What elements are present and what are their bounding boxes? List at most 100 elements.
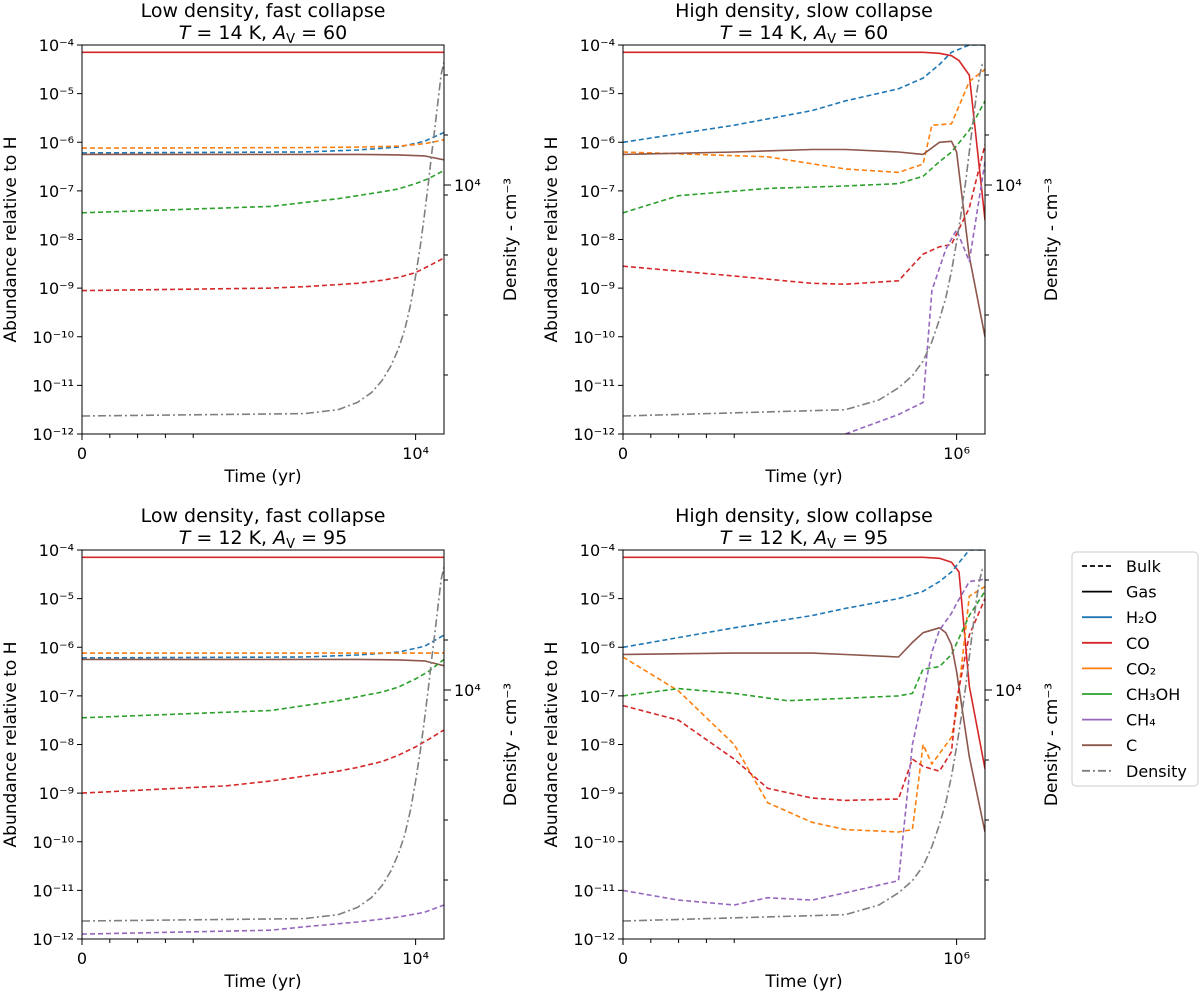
series-ch4-bulk (623, 578, 985, 906)
panel-title-line1: High density, slow collapse (675, 0, 933, 22)
title-av-subscript: V (286, 32, 295, 47)
y-tick-label: 10⁻¹⁰ (32, 833, 74, 852)
y-axis-label: Abundance relative to H (1, 137, 21, 343)
series-density (82, 61, 444, 417)
axes-frame (622, 44, 986, 435)
series-density (623, 63, 985, 417)
y-tick-label: 10⁻¹¹ (573, 376, 615, 395)
title-av-symbol: A (271, 22, 286, 44)
legend-label: CH₄ (1126, 711, 1156, 730)
y2-axis-label: Density - cm⁻³ (501, 178, 521, 301)
series-ch3oh-bulk (82, 658, 444, 719)
y-tick-label: 10⁻⁴ (580, 36, 615, 55)
panel-title-line1: High density, slow collapse (675, 505, 933, 527)
series-density (623, 568, 985, 922)
y2-tick-label: 10⁴ (995, 176, 1022, 195)
series-c-gas (623, 626, 985, 833)
y-tick-label: 10⁻¹¹ (32, 881, 74, 900)
panel-title-line2: T = 14 K, AV = 60 (179, 22, 347, 47)
panel-title-line2: T = 12 K, AV = 95 (179, 527, 347, 552)
y2-axis-label: Density - cm⁻³ (501, 683, 521, 806)
series-ch4-bulk (82, 904, 444, 935)
title-av-value: = 95 (836, 527, 888, 549)
y-tick-label: 10⁻⁴ (39, 541, 74, 560)
y-tick-label: 10⁻⁴ (39, 36, 74, 55)
y-tick-label: 10⁻⁹ (580, 784, 615, 803)
y-tick-label: 10⁻⁷ (580, 182, 615, 201)
title-t-symbol: T (179, 527, 192, 549)
series-group (623, 550, 985, 922)
y-axis-label: Abundance relative to H (542, 642, 562, 848)
y-tick-label: 10⁻¹⁰ (573, 833, 615, 852)
series-h2o-bulk (623, 45, 985, 144)
series-co-bulk (623, 598, 985, 802)
y-tick-label: 10⁻⁶ (580, 638, 615, 657)
title-t-symbol: T (179, 22, 192, 44)
title-av-symbol: A (271, 527, 286, 549)
y-tick-label: 10⁻⁷ (580, 687, 615, 706)
y-tick-label: 10⁻⁸ (580, 231, 615, 250)
title-av-subscript: V (827, 32, 836, 47)
y-tick-label: 10⁻⁵ (580, 85, 615, 104)
y-tick-label: 10⁻¹⁰ (32, 328, 74, 347)
y-tick-label: 10⁻¹¹ (573, 881, 615, 900)
x-tick-label: 10⁴ (402, 949, 429, 968)
y-tick-label: 10⁻⁶ (39, 133, 74, 152)
x-tick-label: 0 (618, 949, 628, 968)
series-h2o-bulk (623, 550, 985, 649)
x-tick-label: 10⁶ (943, 444, 970, 463)
series-group (82, 51, 444, 417)
y2-axis-label: Density - cm⁻³ (1042, 178, 1062, 301)
y2-axis-label: Density - cm⁻³ (1042, 683, 1062, 806)
series-co2-bulk (623, 585, 985, 833)
panel-title-line1: Low density, fast collapse (141, 0, 386, 22)
title-t-value: = 12 K, (731, 527, 814, 549)
y-tick-label: 10⁻⁹ (39, 784, 74, 803)
legend-label: CO (1126, 634, 1150, 653)
panel-4: 10⁻¹² 10⁻¹¹ 10⁻¹⁰ 10⁻⁹ 10⁻⁸ 10⁻⁷ 10⁻⁶ 10⁻⁵ 10⁻⁴ 0… (542, 505, 1062, 992)
series-ch4-bulk (845, 161, 985, 434)
legend-label: CO₂ (1126, 659, 1156, 678)
y-tick-label: 10⁻⁴ (580, 541, 615, 560)
x-axis-label: Time (yr) (764, 972, 842, 992)
y-tick-label: 10⁻⁵ (39, 590, 74, 609)
series-co-gas (623, 556, 985, 769)
x-tick-label: 10⁴ (402, 444, 429, 463)
series-h2o-bulk (82, 131, 444, 154)
series-co2-bulk (82, 139, 444, 149)
y-tick-label: 10⁻⁸ (580, 736, 615, 755)
series-density (82, 566, 444, 922)
y-tick-label: 10⁻⁸ (39, 736, 74, 755)
axes-frame (81, 44, 445, 435)
x-axis-label: Time (yr) (764, 467, 842, 487)
y-tick-label: 10⁻¹² (573, 425, 615, 444)
series-co2-bulk (623, 68, 985, 174)
legend-label: H₂O (1126, 608, 1157, 627)
title-av-value: = 95 (295, 527, 347, 549)
y-tick-label: 10⁻¹² (32, 930, 74, 949)
series-group (82, 556, 444, 935)
panel-title-line1: Low density, fast collapse (141, 505, 386, 527)
y-tick-label: 10⁻¹⁰ (573, 328, 615, 347)
panel-1: 10⁻¹² 10⁻¹¹ 10⁻¹⁰ 10⁻⁹ 10⁻⁸ 10⁻⁷ 10⁻⁶ 10⁻⁵ 10⁻⁴ 0… (1, 0, 521, 487)
title-t-value: = 12 K, (190, 527, 273, 549)
legend-label: CH₃OH (1126, 685, 1180, 704)
series-c-gas (82, 153, 444, 161)
y-tick-label: 10⁻¹² (573, 930, 615, 949)
title-t-value: = 14 K, (190, 22, 273, 44)
title-av-value: = 60 (295, 22, 347, 44)
series-ch3oh-bulk (623, 590, 985, 702)
y-tick-label: 10⁻⁸ (39, 231, 74, 250)
y-tick-label: 10⁻⁹ (580, 279, 615, 298)
x-tick-label: 0 (77, 444, 87, 463)
y-tick-label: 10⁻¹¹ (32, 376, 74, 395)
y-tick-label: 10⁻¹² (32, 425, 74, 444)
series-ch3oh-bulk (623, 100, 985, 214)
axes-frame (622, 549, 986, 940)
y-tick-label: 10⁻⁷ (39, 687, 74, 706)
x-tick-label: 0 (77, 949, 87, 968)
y-tick-label: 10⁻⁵ (580, 590, 615, 609)
y-tick-label: 10⁻⁹ (39, 279, 74, 298)
x-tick-label: 0 (618, 444, 628, 463)
